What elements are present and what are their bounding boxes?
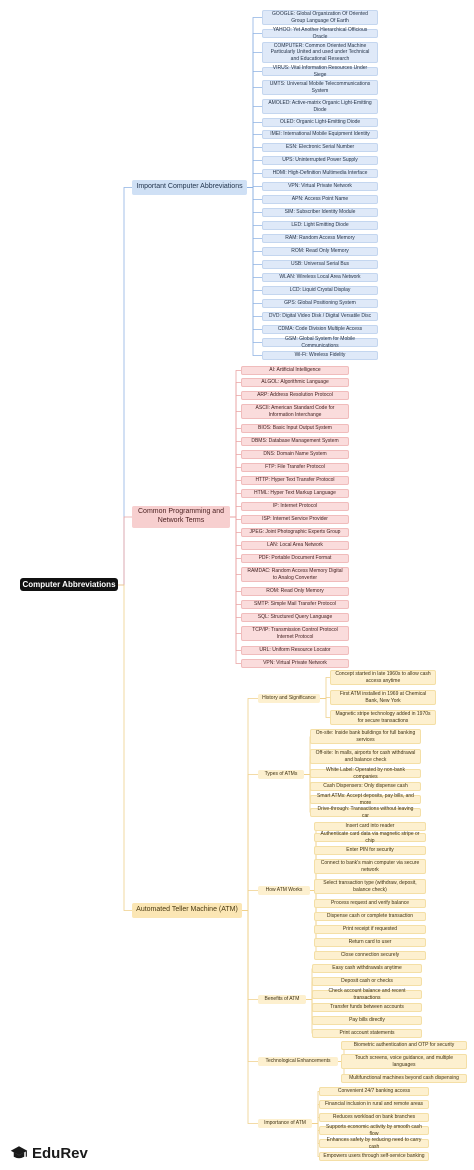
- atm-group[interactable]: Technological Enhancements: [258, 1057, 338, 1066]
- atm-detail-item[interactable]: Empowers users through self-service bank…: [319, 1152, 429, 1161]
- atm-detail-item[interactable]: Off-site: In malls, airports for cash wi…: [310, 749, 421, 764]
- term-item[interactable]: AI: Artificial Intelligence: [241, 366, 349, 375]
- abbrev-item[interactable]: COMPUTER: Common Oriented Machine Partic…: [262, 42, 378, 63]
- abbrev-item[interactable]: ROM: Read Only Memory: [262, 247, 378, 256]
- atm-detail-item[interactable]: Authenticate card data via magnetic stri…: [314, 831, 426, 844]
- term-item[interactable]: ASCII: American Standard Code for Inform…: [241, 404, 349, 419]
- term-item[interactable]: PDF: Portable Document Format: [241, 554, 349, 563]
- atm-detail-item[interactable]: Pay bills directly: [312, 1016, 422, 1025]
- term-item[interactable]: HTTP: Hyper Text Transfer Protocol: [241, 476, 349, 485]
- abbrev-item[interactable]: YAHOO: Yet Another Hierarchical Officiou…: [262, 27, 378, 40]
- atm-detail-item[interactable]: Convenient 24/7 banking access: [319, 1087, 429, 1096]
- abbrev-item[interactable]: OLED: Organic Light-Emitting Diode: [262, 118, 378, 127]
- term-item[interactable]: IP: Internet Protocol: [241, 502, 349, 511]
- atm-detail-item[interactable]: On-site: Inside bank buildings for full …: [310, 729, 421, 744]
- term-item[interactable]: SMTP: Simple Mail Transfer Protocol: [241, 600, 349, 609]
- atm-detail-item[interactable]: Cash Dispensers: Only dispense cash: [310, 782, 421, 791]
- atm-detail-item[interactable]: Insert card into reader: [314, 822, 426, 831]
- abbrev-item[interactable]: LCD: Liquid Crystal Display: [262, 286, 378, 295]
- abbrev-item[interactable]: LED: Light Emitting Diode: [262, 221, 378, 230]
- abbrev-item[interactable]: ESN: Electronic Serial Number: [262, 143, 378, 152]
- term-item[interactable]: LAN: Local Area Network: [241, 541, 349, 550]
- term-item[interactable]: FTP: File Transfer Protocol: [241, 463, 349, 472]
- abbrev-item[interactable]: GPS: Global Positioning System: [262, 299, 378, 308]
- atm-detail-item[interactable]: Process request and verify balance: [314, 899, 426, 908]
- term-item[interactable]: ALGOL: Algorithmic Language: [241, 378, 349, 387]
- brand-name: EduRev: [32, 1144, 88, 1162]
- atm-group[interactable]: Importance of ATM: [258, 1119, 312, 1128]
- atm-detail-item[interactable]: Close connection securely: [314, 951, 426, 960]
- term-item[interactable]: VPN: Virtual Private Network: [241, 659, 349, 668]
- abbrev-item[interactable]: APN: Access Point Name: [262, 195, 378, 204]
- term-item[interactable]: ISP: Internet Service Provider: [241, 515, 349, 524]
- abbrev-item[interactable]: SIM: Subscriber Identity Module: [262, 208, 378, 217]
- abbrev-item[interactable]: UPS: Uninterrupted Power Supply: [262, 156, 378, 165]
- atm-detail-item[interactable]: Biometric authentication and OTP for sec…: [341, 1041, 467, 1050]
- edurev-logo: EduRev: [10, 1142, 88, 1164]
- term-item[interactable]: HTML: Hyper Text Markup Language: [241, 489, 349, 498]
- abbrev-item[interactable]: IMEI: International Mobile Equipment Ide…: [262, 130, 378, 139]
- atm-detail-item[interactable]: Print account statements: [312, 1029, 422, 1038]
- atm-detail-item[interactable]: Return card to user: [314, 938, 426, 947]
- atm-detail-item[interactable]: Transfer funds between accounts: [312, 1003, 422, 1012]
- term-item[interactable]: DNS: Domain Name System: [241, 450, 349, 459]
- atm-detail-item[interactable]: Enter PIN for security: [314, 846, 426, 855]
- category-programming-network-terms[interactable]: Common Programming and Network Terms: [132, 506, 230, 528]
- abbrev-item[interactable]: Wi-Fi: Wireless Fidelity: [262, 351, 378, 360]
- term-item[interactable]: ARP: Address Resolution Protocol: [241, 391, 349, 400]
- atm-detail-item[interactable]: Print receipt if requested: [314, 925, 426, 934]
- term-item[interactable]: JPEG: Joint Photographic Experts Group: [241, 528, 349, 537]
- atm-group[interactable]: Types of ATMs: [258, 770, 304, 779]
- atm-group[interactable]: How ATM Works: [258, 886, 310, 895]
- atm-detail-item[interactable]: White Label: Operated by non-bank compan…: [310, 767, 421, 780]
- abbrev-item[interactable]: VIRUS: Vital Information Resources Under…: [262, 65, 378, 78]
- abbrev-item[interactable]: GOOGLE: Global Organization Of Oriented …: [262, 10, 378, 25]
- abbrev-item[interactable]: USB: Universal Serial Bus: [262, 260, 378, 269]
- term-item[interactable]: BIOS: Basic Input Output System: [241, 424, 349, 433]
- atm-detail-item[interactable]: Financial inclusion in rural and remote …: [319, 1100, 429, 1109]
- atm-detail-item[interactable]: Deposit cash or checks: [312, 977, 422, 986]
- atm-group[interactable]: History and Significance: [258, 694, 320, 703]
- term-item[interactable]: DBMS: Database Management System: [241, 437, 349, 446]
- abbrev-item[interactable]: CDMA: Code Division Multiple Access: [262, 325, 378, 334]
- category-important-abbreviations[interactable]: Important Computer Abbreviations: [132, 180, 247, 195]
- abbrev-item[interactable]: VPN: Virtual Private Network: [262, 182, 378, 191]
- term-item[interactable]: SQL: Structured Query Language: [241, 613, 349, 622]
- abbrev-item[interactable]: WLAN: Wireless Local Area Network: [262, 273, 378, 282]
- atm-detail-item[interactable]: Magnetic stripe technology added in 1970…: [330, 710, 436, 725]
- abbrev-item[interactable]: AMOLED: Active-matrix Organic Light-Emit…: [262, 99, 378, 114]
- abbrev-item[interactable]: HDMI: High-Definition Multimedia Interfa…: [262, 169, 378, 178]
- term-item[interactable]: URL: Uniform Resource Locator: [241, 646, 349, 655]
- atm-detail-item[interactable]: Select transaction type (withdraw, depos…: [314, 879, 426, 894]
- root-node[interactable]: Computer Abbreviations: [20, 578, 118, 591]
- term-item[interactable]: ROM: Read Only Memory: [241, 587, 349, 596]
- atm-detail-item[interactable]: Dispense cash or complete transaction: [314, 912, 426, 921]
- atm-detail-item[interactable]: Supports economic activity by smooth cas…: [319, 1124, 429, 1137]
- category-atm[interactable]: Automated Teller Machine (ATM): [132, 903, 242, 918]
- atm-detail-item[interactable]: First ATM installed in 1969 at Chemical …: [330, 690, 436, 705]
- term-item[interactable]: TCP/IP: Transmission Control Protocol In…: [241, 626, 349, 641]
- atm-group[interactable]: Benefits of ATM: [258, 995, 306, 1004]
- atm-detail-item[interactable]: Touch screens, voice guidance, and multi…: [341, 1054, 467, 1069]
- abbrev-item[interactable]: UMTS: Universal Mobile Telecommunication…: [262, 80, 378, 95]
- abbrev-item[interactable]: RAM: Random Access Memory: [262, 234, 378, 243]
- atm-detail-item[interactable]: Concept started in late 1960s to allow c…: [330, 670, 436, 685]
- atm-detail-item[interactable]: Multifunctional machines beyond cash dis…: [341, 1074, 467, 1083]
- atm-detail-item[interactable]: Check account balance and recent transac…: [312, 988, 422, 1001]
- abbrev-item[interactable]: GSM: Global System for Mobile Communicat…: [262, 336, 378, 349]
- atm-detail-item[interactable]: Smart ATMs: Accept deposits, pay bills, …: [310, 793, 421, 806]
- abbrev-item[interactable]: DVD: Digital Video Disk / Digital Versat…: [262, 312, 378, 321]
- atm-detail-item[interactable]: Reduces workload on bank branches: [319, 1113, 429, 1122]
- term-item[interactable]: RAMDAC: Random Access Memory Digital to …: [241, 567, 349, 582]
- atm-detail-item[interactable]: Drive-through: Transactions without leav…: [310, 806, 421, 819]
- atm-detail-item[interactable]: Enhances safety by reducing need to carr…: [319, 1137, 429, 1150]
- atm-detail-item[interactable]: Connect to bank's main computer via secu…: [314, 859, 426, 874]
- atm-detail-item[interactable]: Easy cash withdrawals anytime: [312, 964, 422, 973]
- graduation-cap-icon: [10, 1146, 28, 1159]
